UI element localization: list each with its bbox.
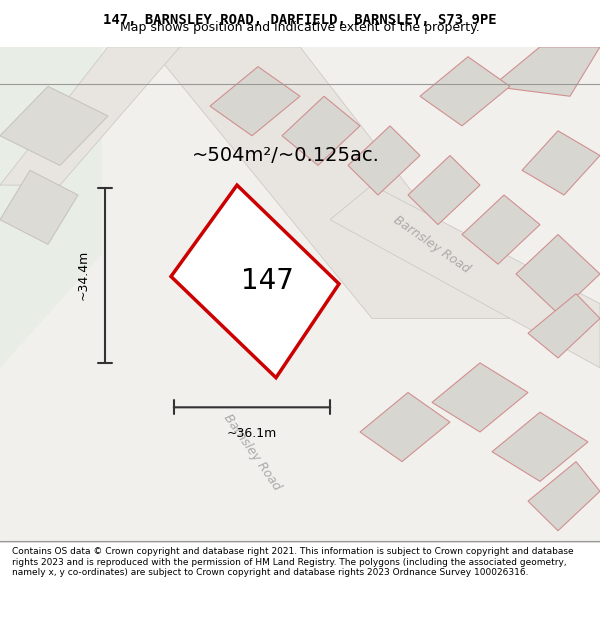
Polygon shape [0,86,108,166]
Polygon shape [0,47,102,368]
Text: 147, BARNSLEY ROAD, DARFIELD, BARNSLEY, S73 9PE: 147, BARNSLEY ROAD, DARFIELD, BARNSLEY, … [103,13,497,27]
Polygon shape [528,462,600,531]
Polygon shape [171,185,339,378]
Text: ~504m²/~0.125ac.: ~504m²/~0.125ac. [192,146,380,165]
Polygon shape [492,412,588,481]
Polygon shape [432,363,528,432]
Text: ~34.4m: ~34.4m [77,250,90,301]
Polygon shape [360,392,450,462]
Polygon shape [516,234,600,314]
Text: ~36.1m: ~36.1m [227,427,277,440]
Polygon shape [522,131,600,195]
Polygon shape [210,67,300,136]
Polygon shape [282,96,360,166]
Text: Barnsley Road: Barnsley Road [391,213,473,276]
Polygon shape [528,294,600,358]
Text: Barnsley Road: Barnsley Road [221,411,283,492]
Polygon shape [492,47,600,96]
Polygon shape [330,185,600,368]
Polygon shape [462,195,540,264]
Polygon shape [420,57,510,126]
Polygon shape [348,126,420,195]
Polygon shape [150,47,510,318]
Polygon shape [0,47,180,185]
Text: Map shows position and indicative extent of the property.: Map shows position and indicative extent… [120,21,480,34]
Text: 147: 147 [241,267,294,295]
Polygon shape [0,170,78,244]
Text: Contains OS data © Crown copyright and database right 2021. This information is : Contains OS data © Crown copyright and d… [12,548,574,577]
Polygon shape [408,156,480,224]
